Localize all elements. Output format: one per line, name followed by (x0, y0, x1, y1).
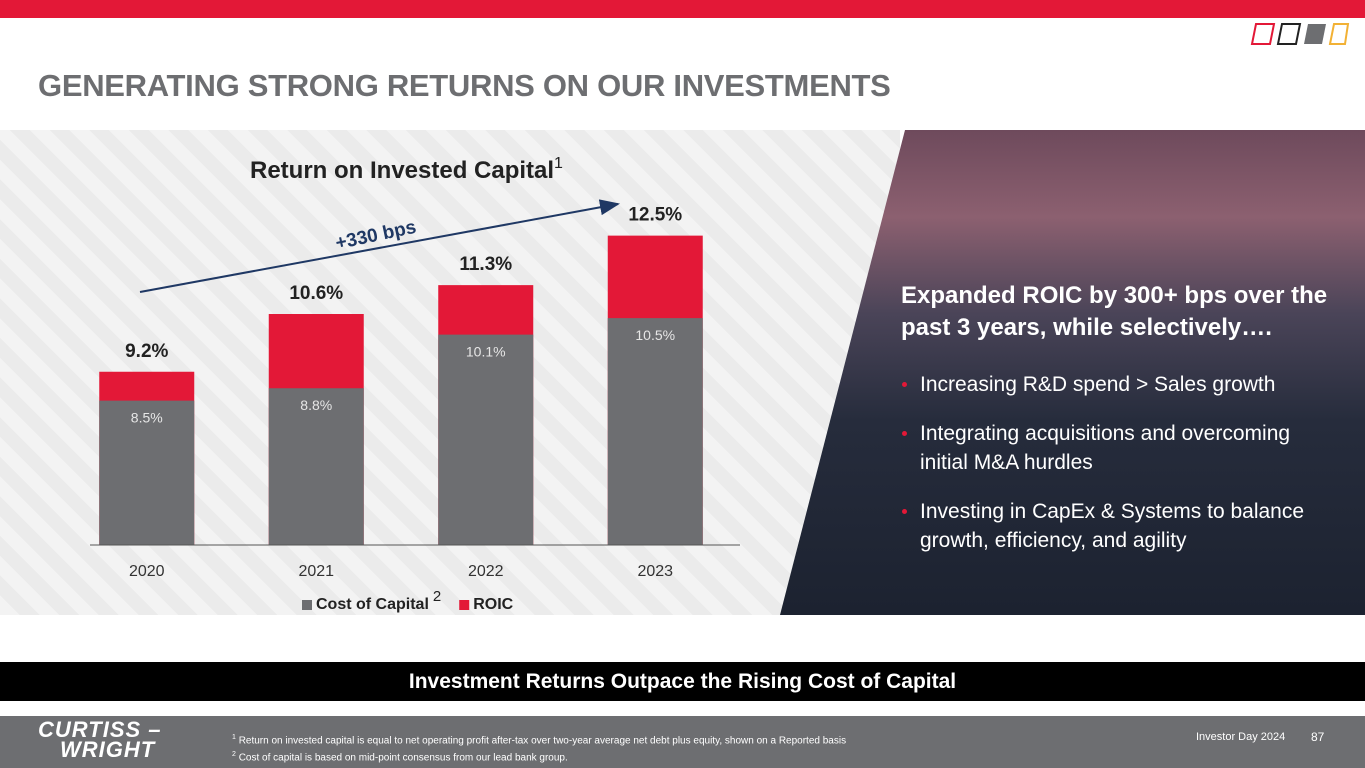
trend-arrow (139, 199, 620, 293)
banner: Investment Returns Outpace the Rising Co… (0, 662, 1365, 701)
footnote-mark: 1 (554, 155, 563, 172)
footnotes: 1 Return on invested capital is equal to… (232, 731, 846, 766)
legend-text: ROIC (473, 596, 513, 613)
x-tick-label: 2022 (468, 563, 504, 580)
data-label: 12.5% (628, 205, 682, 226)
bar (99, 400, 195, 545)
bullet: Increasing R&D spend > Sales growth (902, 370, 1322, 399)
bar (438, 334, 534, 545)
bullet: Investing in CapEx & Systems to balance … (902, 497, 1322, 555)
footnote-text: Cost of capital is based on mid-point co… (238, 752, 568, 764)
legend-entry: ROIC (473, 596, 513, 613)
chart-title-text: Return on Invested Capital (250, 157, 554, 184)
x-tick-label: 2020 (129, 563, 165, 580)
chart: Return on Invested Capital1 +330 bps 8.5… (90, 155, 740, 613)
x-tick-label: 2023 (637, 563, 673, 580)
legend-entry: Cost of Capital 2 (316, 588, 441, 613)
event-name: Investor Day 2024 (1196, 731, 1286, 743)
footnote: 1 Return on invested capital is equal to… (232, 731, 846, 748)
data-label: 9.2% (125, 341, 168, 362)
page-number: 87 (1311, 730, 1325, 744)
legend-swatch (459, 600, 470, 610)
footer (0, 716, 1365, 768)
footnote: 2 Cost of capital is based on mid-point … (232, 748, 846, 765)
bullet-list: Increasing R&D spend > Sales growth Inte… (902, 370, 1322, 575)
bullet: Integrating acquisitions and overcoming … (902, 419, 1322, 477)
data-label: 10.5% (635, 327, 675, 343)
bar (607, 318, 703, 545)
bar (268, 388, 364, 545)
data-label: 10.1% (466, 343, 506, 359)
logo: CURTISS – WRIGHT (38, 717, 162, 762)
slide-title: GENERATING STRONG RETURNS ON OUR INVESTM… (38, 68, 891, 103)
footnote-mark: 2 (433, 588, 441, 605)
data-label: 8.5% (131, 409, 163, 425)
logo-line: CURTISS – (38, 717, 162, 742)
logo-line: WRIGHT (60, 737, 156, 762)
legend-text: Cost of Capital (316, 596, 429, 613)
footnote-mark: 2 (232, 751, 236, 759)
logo-squares (1250, 23, 1350, 45)
footnote-text: Return on invested capital is equal to n… (238, 735, 847, 747)
data-label: 8.8% (300, 397, 332, 413)
footnote-mark: 1 (232, 734, 236, 741)
chart-title: Return on Invested Capital1 (250, 155, 563, 184)
legend-swatch (302, 600, 312, 610)
top-bar (0, 0, 1365, 18)
data-label: 11.3% (459, 254, 512, 275)
x-tick-label: 2021 (298, 563, 334, 580)
data-label: 10.6% (289, 283, 343, 304)
panel-heading: Expanded ROIC by 300+ bps over the past … (901, 282, 1328, 341)
